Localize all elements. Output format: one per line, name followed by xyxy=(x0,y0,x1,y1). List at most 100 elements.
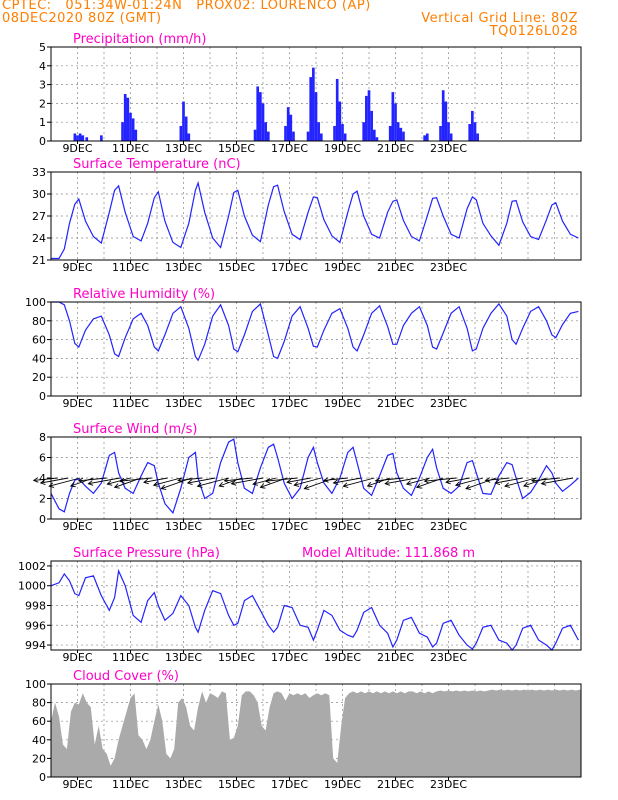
precip-bar xyxy=(126,97,130,141)
wind-arrow xyxy=(32,477,58,483)
precip-bar xyxy=(388,125,392,141)
wind-arrow xyxy=(384,477,417,486)
wind-arrow-head xyxy=(69,481,76,488)
wind-arrow-head xyxy=(332,479,339,486)
precip-bar xyxy=(441,90,445,141)
y-tick-label: 3 xyxy=(39,79,46,92)
wind-arrow-shaft xyxy=(143,477,168,483)
wind-arrow-shaft xyxy=(187,477,216,484)
precip-bar xyxy=(367,90,371,141)
wind-arrow-shaft xyxy=(294,477,322,486)
y-tick-label: 4 xyxy=(39,60,46,73)
panel-frame xyxy=(50,436,582,520)
precip-bar xyxy=(402,131,405,141)
wind-arrow-shaft xyxy=(455,477,484,486)
wind-arrow-head xyxy=(186,479,193,486)
precip-bar xyxy=(123,94,127,141)
x-tick-label: 23DEC xyxy=(430,261,467,274)
wind-arrow-shaft xyxy=(40,477,69,484)
wind-arrow-head xyxy=(454,481,461,487)
wind-arrow-head xyxy=(113,483,120,489)
precip-bar xyxy=(317,122,320,141)
x-tick-label: 11DEC xyxy=(112,651,149,664)
precip-bar xyxy=(319,133,323,141)
wind-arrow-head xyxy=(39,479,46,486)
header-location: CPTEC: 051:34W-01:24N PROX02: LOURENCO (… xyxy=(2,0,371,13)
wind-arrow-head xyxy=(77,477,84,484)
x-tick-label: 21DEC xyxy=(377,142,414,155)
wind-arrow-head xyxy=(177,477,183,483)
wind-arrow-head xyxy=(259,483,266,489)
wind-arrow-shaft xyxy=(231,477,264,485)
x-tick-label: 13DEC xyxy=(165,778,202,791)
precip-bar xyxy=(335,78,339,141)
wind-arrow-head xyxy=(264,477,271,484)
x-tick-label: 19DEC xyxy=(324,778,361,791)
precip-bar xyxy=(289,114,293,141)
x-tick-label: 11DEC xyxy=(112,778,149,791)
precip-bar xyxy=(471,110,474,141)
x-tick-label: 13DEC xyxy=(165,520,202,533)
wind-arrow-shaft xyxy=(333,477,362,484)
y-tick-label: 1002 xyxy=(18,560,46,573)
y-tick-label: 27 xyxy=(32,210,46,223)
precip-bar xyxy=(362,122,366,141)
x-tick-label: 17DEC xyxy=(271,651,308,664)
precip-bar xyxy=(343,133,347,141)
x-tick-label: 19DEC xyxy=(324,397,361,410)
precip-bar xyxy=(423,135,426,141)
x-tick-label: 23DEC xyxy=(430,778,467,791)
precip-bar xyxy=(338,101,342,141)
x-tick-label: 11DEC xyxy=(112,397,149,410)
x-tick-label: 21DEC xyxy=(377,651,414,664)
precip-bar xyxy=(341,124,344,141)
wind-arrow-head xyxy=(218,481,225,488)
wind-arrow xyxy=(186,477,216,486)
precip-bar xyxy=(375,137,379,141)
y-tick-label: 1000 xyxy=(18,580,46,593)
wind-arrow-head xyxy=(118,477,125,484)
header-run-date: 08DEC2020 80Z (GMT) xyxy=(2,11,162,26)
x-tick-label: 15DEC xyxy=(218,142,255,155)
y-tick-label: 2 xyxy=(39,493,46,506)
precip-bar xyxy=(372,129,376,141)
precip-bar xyxy=(439,125,442,141)
x-tick-label: 9DEC xyxy=(62,651,92,664)
precip-bar xyxy=(129,112,132,141)
precip-bar xyxy=(121,122,124,141)
wind-arrow xyxy=(454,477,484,487)
wind-arrow-shaft xyxy=(88,477,120,485)
x-tick-label: 17DEC xyxy=(271,397,308,410)
wind-arrow xyxy=(143,477,168,485)
panel-temp: Surface Temperature (nC) 21 24 27 30 33 9DEC 11… xyxy=(32,157,582,274)
wind-arrow-shaft xyxy=(424,477,457,482)
x-tick-label: 15DEC xyxy=(218,778,255,791)
panel-title: Surface Temperature (nC) xyxy=(73,157,241,172)
panel-title: Surface Pressure (hPa) xyxy=(73,546,220,561)
cloud-area xyxy=(51,689,581,777)
panel-rh: Relative Humidity (%) 0 20 40 60 80 100 9DEC 11D… xyxy=(25,287,582,410)
wind-arrow-shaft xyxy=(446,477,470,483)
header-run-id: TQ0126L028 xyxy=(489,24,578,39)
panel-frame xyxy=(50,171,582,261)
wind-arrow-head xyxy=(366,481,373,488)
rh-line xyxy=(51,301,579,362)
wind-arrow-shaft xyxy=(178,477,203,481)
x-tick-label: 11DEC xyxy=(112,520,149,533)
precip-bar xyxy=(306,131,310,141)
wind-arrow xyxy=(322,477,348,483)
x-tick-label: 23DEC xyxy=(430,397,467,410)
precip-bar xyxy=(309,77,313,141)
wind-arrow-shaft xyxy=(224,477,253,482)
wind-arrow xyxy=(405,477,431,486)
wind-arrow-head xyxy=(342,482,349,488)
precip-bar xyxy=(396,122,400,141)
y-tick-label: 60 xyxy=(32,334,46,347)
wind-arrow xyxy=(332,477,362,486)
y-tick-label: 4 xyxy=(39,472,46,485)
x-tick-label: 21DEC xyxy=(377,261,414,274)
x-tick-label: 21DEC xyxy=(377,520,414,533)
x-tick-label: 15DEC xyxy=(218,520,255,533)
wind-arrow xyxy=(152,477,181,487)
